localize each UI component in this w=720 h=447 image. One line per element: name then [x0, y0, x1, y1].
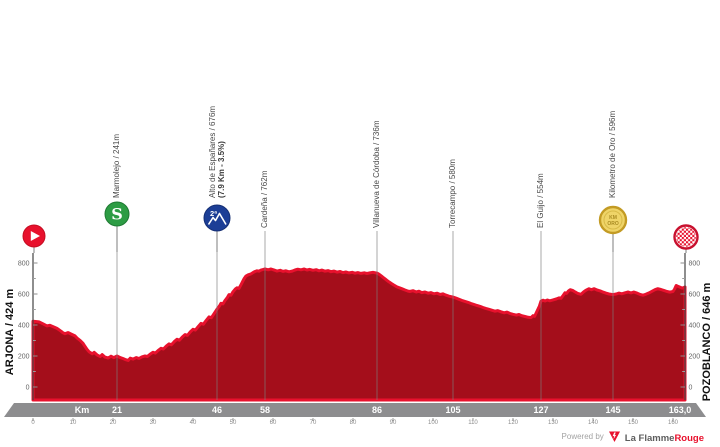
- km-axis-minor-label: 110: [468, 420, 478, 426]
- waypoint-label: El Guijo / 554m: [536, 68, 545, 228]
- y-axis-tick-label-right: 200: [689, 354, 701, 361]
- km-axis-minor-label: 50: [229, 420, 237, 426]
- km-axis-minor-label: 160: [667, 420, 678, 426]
- brand-text-primary: La Flamme: [624, 432, 675, 444]
- km-axis-minor-label: 130: [547, 420, 558, 426]
- km-axis-minor-label: 80: [349, 420, 357, 426]
- waypoint-label-line1: Torrecampo / 580m: [448, 159, 457, 228]
- km-axis-minor-label: 100: [427, 420, 438, 426]
- km-axis-major-label: 58: [259, 405, 270, 415]
- footer-credit: Powered by La FlammeRouge: [561, 428, 704, 446]
- powered-by-text: Powered by: [561, 432, 604, 441]
- waypoint-label-line1: El Guijo / 554m: [536, 173, 545, 228]
- km-axis-minor-label: 40: [189, 420, 197, 426]
- y-axis-tick-label-left: 0: [26, 385, 30, 392]
- km-axis-minor-label: 120: [507, 420, 518, 426]
- km-axis-major-label: 105: [445, 405, 461, 415]
- km-axis-minor-label: 150: [627, 420, 638, 426]
- finish-icon: [673, 224, 699, 250]
- y-axis-tick-label-right: 600: [689, 292, 701, 299]
- y-axis-tick-label-left: 200: [18, 354, 30, 361]
- svg-text:S: S: [111, 205, 123, 224]
- y-axis-tick-label-right: 400: [689, 323, 701, 330]
- waypoint-label-line2: (7.9 Km - 3.5%): [216, 141, 226, 198]
- km-axis-major-label: 46: [211, 405, 222, 415]
- svg-text:ORO: ORO: [607, 221, 619, 227]
- km-axis-major-label: 163,0: [668, 405, 692, 415]
- brand-text-accent: Rouge: [674, 432, 704, 444]
- waypoint-label-line1: Marmolejo / 241m: [112, 133, 121, 198]
- km-axis-minor-label: 20: [109, 420, 117, 426]
- km-axis-major-label: 145: [605, 405, 621, 415]
- km-axis-minor-label: 140: [587, 420, 598, 426]
- svg-text:KM: KM: [609, 215, 617, 221]
- svg-text:2ª: 2ª: [210, 209, 217, 218]
- km-axis-bar: [4, 403, 706, 417]
- start-town-label: ARJONA / 424 m: [3, 288, 16, 376]
- km-axis-unit-label: Km: [74, 405, 90, 415]
- start-icon: [22, 224, 46, 248]
- waypoint-label-line1: Villanueva de Córdoba / 736m: [372, 120, 381, 228]
- waypoint-label-line1: Alto de Españares / 676m: [207, 105, 217, 198]
- y-axis-tick-label-right: 0: [689, 385, 693, 392]
- finish-town-label: POZOBLANCO / 646 m: [700, 282, 713, 402]
- km-axis-major-label: 127: [533, 405, 549, 415]
- y-axis-tick-label-left: 800: [18, 261, 30, 268]
- km-axis-minor-label: 70: [309, 420, 317, 426]
- climb-icon: 2ª: [203, 204, 231, 232]
- waypoint-label: Alto de Españares / 676m (7.9 Km - 3.5%): [208, 38, 226, 198]
- waypoint-label: Kilometro de Oro / 596m: [608, 38, 617, 198]
- y-axis-tick-label-left: 400: [18, 323, 30, 330]
- waypoint-label: Torrecampo / 580m: [448, 68, 457, 228]
- waypoint-label: Marmolejo / 241m: [112, 38, 121, 198]
- km-axis-minor-label: 0: [31, 420, 35, 426]
- waypoint-label: Villanueva de Córdoba / 736m: [372, 68, 381, 228]
- km-axis-minor-label: 10: [69, 420, 77, 426]
- waypoint-label: Cardeña / 762m: [260, 68, 269, 228]
- profile-area: [31, 267, 687, 402]
- km-axis-minor-label: 90: [389, 420, 397, 426]
- y-axis-tick-label-left: 600: [18, 292, 30, 299]
- km-axis-major-label: 86: [371, 405, 382, 415]
- waypoint-label-line1: Cardeña / 762m: [260, 170, 269, 228]
- km-axis-minor-label: 30: [149, 420, 157, 426]
- brand-link[interactable]: La FlammeRouge: [625, 428, 704, 446]
- sprint-icon: S: [104, 201, 130, 227]
- km-axis-minor-label: 60: [269, 420, 277, 426]
- km-axis-major-label: 21: [111, 405, 122, 415]
- waypoint-label-line1: Kilometro de Oro / 596m: [608, 110, 617, 198]
- la-flamme-rouge-logo-icon: [608, 431, 620, 442]
- y-axis-tick-label-right: 800: [689, 261, 701, 268]
